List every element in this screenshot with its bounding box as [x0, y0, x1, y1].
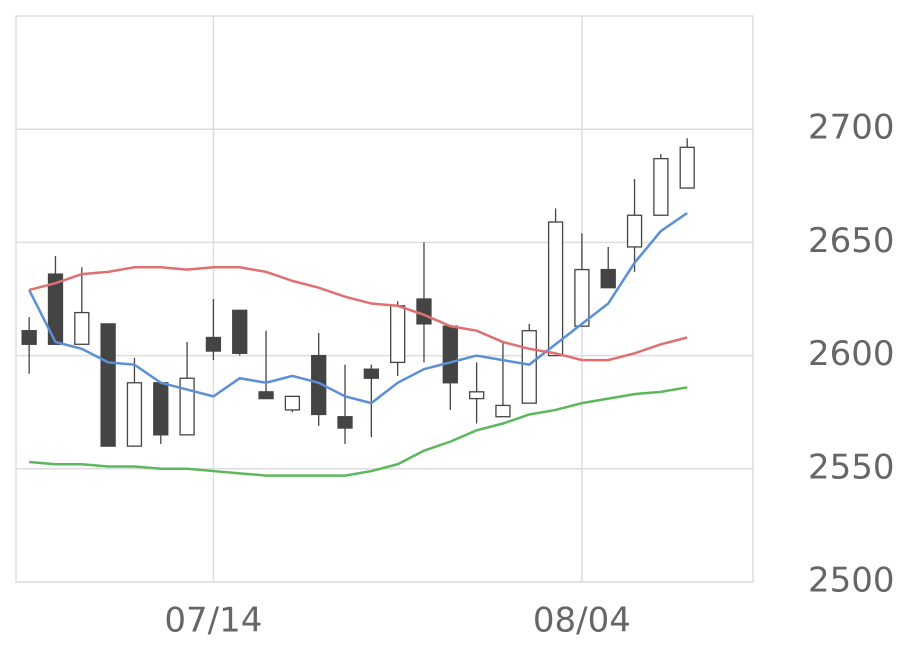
candle-body	[21, 330, 37, 345]
candle-body	[205, 336, 222, 352]
candle-body	[100, 323, 116, 447]
candle-body	[653, 157, 669, 216]
candle-body	[547, 221, 564, 357]
candle-body	[284, 395, 301, 411]
moving-average-line	[28, 266, 688, 362]
candle-body	[416, 298, 432, 325]
candle-body	[258, 391, 274, 400]
candle-body	[495, 404, 511, 418]
candle-body	[126, 382, 143, 447]
candle-body	[232, 309, 248, 354]
candle-body	[468, 391, 485, 400]
candle-body	[47, 273, 64, 345]
moving-average-line	[28, 211, 688, 405]
candle-body	[363, 368, 379, 379]
y-tick-label: 2600	[808, 334, 895, 374]
candle-body	[600, 268, 616, 289]
candle-body	[337, 416, 353, 429]
y-tick-label: 2550	[808, 447, 895, 487]
candle-body	[442, 325, 458, 384]
candle-body	[521, 330, 537, 404]
y-tick-label: 2700	[808, 108, 895, 148]
candle-body	[574, 268, 590, 327]
candle-body	[679, 146, 695, 189]
candle-body	[626, 214, 643, 248]
candle-body	[153, 382, 169, 436]
plot-frame	[15, 15, 754, 583]
candle-body	[74, 311, 90, 345]
x-tick-label: 08/04	[533, 601, 631, 641]
x-tick-label: 07/14	[164, 601, 262, 641]
y-tick-label: 2500	[808, 561, 895, 601]
moving-average-line	[29, 386, 688, 477]
y-tick-label: 2650	[808, 221, 895, 261]
candle-body	[179, 377, 195, 436]
candle-body	[390, 305, 406, 364]
